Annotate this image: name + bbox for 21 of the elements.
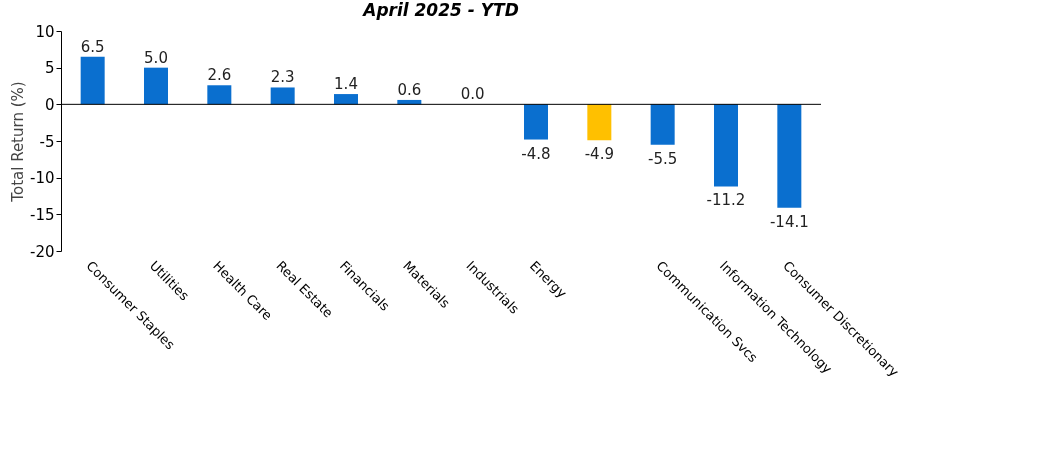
data-label: -5.5 <box>648 149 678 168</box>
y-tick-label: -15 <box>30 205 55 224</box>
y-tick-label: -20 <box>30 242 55 261</box>
y-axis-title: Total Return (%) <box>9 81 27 203</box>
data-label: -4.8 <box>521 144 551 163</box>
chart-title: April 2025 - YTD <box>361 0 519 20</box>
data-label: 5.0 <box>144 48 168 67</box>
y-tick-label: -10 <box>30 169 55 188</box>
data-label: -4.9 <box>584 145 614 164</box>
y-tick-label: -5 <box>39 132 55 151</box>
data-label: 0.0 <box>460 85 485 104</box>
data-label: 2.6 <box>207 66 232 85</box>
data-label: -11.2 <box>706 191 746 210</box>
y-tick-label: 10 <box>35 22 55 41</box>
data-label: 0.6 <box>397 80 422 99</box>
y-tick-label: 5 <box>44 59 55 78</box>
data-label: 2.3 <box>270 68 295 87</box>
data-label: 1.4 <box>334 75 358 94</box>
data-label: 6.5 <box>80 37 105 56</box>
y-tick-label: 0 <box>44 95 55 114</box>
data-label: -14.1 <box>769 212 809 231</box>
